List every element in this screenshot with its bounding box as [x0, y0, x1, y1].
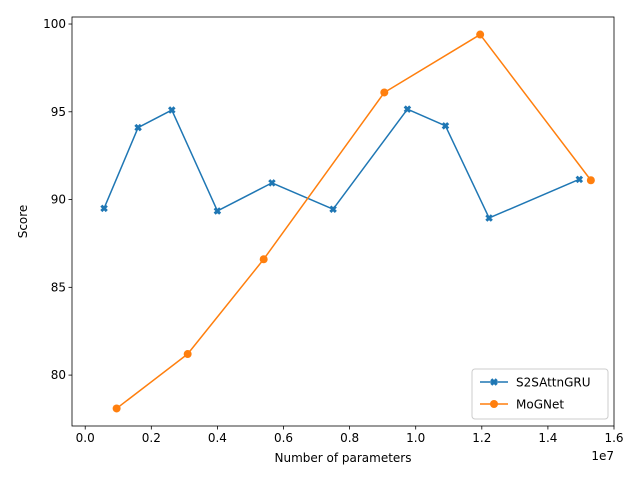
y-axis: 80 85 90 95 100 — [43, 17, 72, 382]
x-axis-label: Number of parameters — [274, 451, 411, 465]
x-axis-offset-text: 1e7 — [591, 449, 614, 463]
x-tick-label: 0.6 — [274, 431, 293, 445]
series-layer — [100, 30, 595, 413]
data-point — [134, 123, 142, 132]
legend-entry-label: MoGNet — [516, 398, 564, 412]
legend: S2SAttnGRU MoGNet — [471, 368, 609, 420]
y-tick-label: 100 — [43, 17, 66, 31]
x-tick-label: 0.0 — [76, 431, 95, 445]
data-point — [112, 404, 121, 413]
legend-entry-label: S2SAttnGRU — [516, 376, 591, 390]
series-1 — [112, 30, 595, 413]
legend-marker — [490, 378, 498, 386]
data-point — [213, 207, 222, 215]
y-tick-label: 85 — [51, 280, 66, 294]
x-tick-label: 1.4 — [538, 431, 557, 445]
data-point — [441, 122, 450, 130]
series-line — [116, 33, 592, 410]
y-axis-label: Score — [16, 205, 30, 239]
x-tick-label: 1.6 — [604, 431, 623, 445]
plot-frame — [71, 16, 615, 427]
data-point — [259, 255, 268, 264]
data-point — [183, 350, 192, 359]
series-line — [103, 108, 580, 219]
data-point — [268, 179, 276, 187]
data-point — [168, 106, 176, 114]
data-point — [380, 88, 389, 97]
x-tick-label: 1.0 — [406, 431, 425, 445]
data-point — [476, 30, 485, 39]
y-tick-label: 90 — [51, 193, 66, 207]
data-point — [485, 214, 493, 222]
data-point — [100, 204, 108, 213]
x-tick-label: 1.2 — [472, 431, 491, 445]
x-axis: 0.0 0.2 0.4 0.6 0.8 1.0 1.2 1.4 1.6 — [76, 426, 624, 445]
series-0 — [100, 105, 584, 222]
legend-marker — [490, 400, 498, 408]
data-point — [575, 175, 584, 184]
data-point — [586, 176, 595, 185]
x-tick-label: 0.4 — [208, 431, 227, 445]
x-tick-label: 0.8 — [340, 431, 359, 445]
data-point — [329, 205, 337, 213]
x-tick-label: 0.2 — [142, 431, 161, 445]
y-tick-label: 95 — [51, 105, 66, 119]
data-point — [403, 105, 412, 113]
legend-items: S2SAttnGRU MoGNet — [480, 376, 591, 412]
y-tick-label: 80 — [51, 368, 66, 382]
